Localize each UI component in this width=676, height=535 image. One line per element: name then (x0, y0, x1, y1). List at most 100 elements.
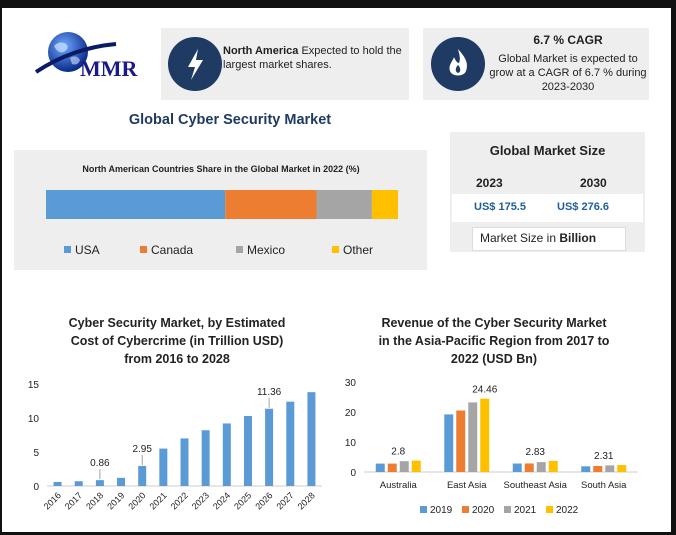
page-title: Global Cyber Security Market (128, 112, 332, 128)
cagr-desc: Global Market is expected to grow at a C… (489, 53, 647, 93)
apac-bar (593, 466, 603, 472)
share-chart-panel: North American Countries Share in the Gl… (14, 150, 427, 270)
market-size-year-1: 2023 (476, 176, 503, 190)
cost-bar (307, 392, 316, 486)
y-tick-label: 10 (28, 414, 40, 425)
globe-logo-icon (34, 32, 117, 74)
mmr-logo: MMR (32, 28, 154, 88)
cagr-card: 6.7 % CAGR Global Market is expected to … (423, 28, 649, 100)
legend-swatch (64, 246, 71, 253)
market-size-value-1: US$ 175.5 (474, 201, 526, 213)
market-size-year-2: 2030 (580, 176, 607, 190)
apac-bar (468, 402, 478, 472)
legend-label: Mexico (247, 243, 285, 257)
data-label: 2.31 (594, 451, 614, 462)
share-bar-segment (371, 190, 398, 219)
apac-bar (444, 414, 454, 472)
y-tick-label: 15 (28, 380, 40, 391)
legend-label: USA (75, 243, 100, 257)
x-tick-label: Australia (380, 480, 418, 491)
flame-icon (431, 37, 485, 91)
apac-bar (456, 410, 466, 472)
share-chart-title: North American Countries Share in the Gl… (82, 164, 359, 174)
legend-swatch (504, 506, 511, 513)
cost-chart-title: from 2016 to 2028 (124, 352, 230, 366)
x-tick-label: 2024 (211, 490, 232, 511)
share-bar-segment (225, 190, 317, 219)
market-size-note-box (472, 227, 626, 251)
x-tick-label: 2026 (253, 490, 274, 511)
cost-bar (159, 448, 168, 486)
legend-label: Canada (151, 243, 193, 257)
asia-pacific-revenue-chart: Revenue of the Cyber Security Market in t… (345, 316, 638, 516)
x-tick-label: 2018 (84, 490, 105, 511)
legend-swatch (420, 506, 427, 513)
logo-text: MMR (80, 56, 138, 81)
x-tick-label: 2027 (274, 490, 295, 511)
x-tick-label: 2016 (42, 490, 63, 511)
x-tick-label: 2023 (190, 490, 211, 511)
cost-chart-title: Cost of Cybercrime (in Trillion USD) (71, 334, 284, 348)
north-america-card: North America Expected to hold the large… (161, 28, 409, 100)
y-tick-label: 5 (33, 448, 39, 459)
legend-swatch (332, 246, 339, 253)
legend-swatch (546, 506, 553, 513)
x-tick-label: Southeast Asia (504, 480, 568, 491)
data-label: 2.83 (526, 447, 546, 458)
cost-bar (74, 481, 83, 486)
y-tick-label: 20 (345, 408, 357, 419)
infographic-frame: MMR North America Expected to hold the l… (2, 8, 671, 532)
cost-bar (286, 401, 295, 486)
cost-bar (95, 480, 104, 486)
market-size-panel: Global Market Size 2023 2030 US$ 175.5 U… (450, 132, 645, 252)
cost-bar (222, 423, 231, 486)
apac-bar (480, 398, 490, 472)
x-tick-label: 2022 (169, 490, 190, 511)
market-size-value-2: US$ 276.6 (557, 201, 609, 213)
y-tick-label: 10 (345, 438, 357, 449)
x-tick-label: South Asia (581, 480, 627, 491)
x-tick-label: East Asia (447, 480, 487, 491)
apac-chart-title: in the Asia-Pacific Region from 2017 to (379, 334, 610, 348)
legend-swatch (140, 246, 147, 253)
market-size-note: Market Size in Billion (480, 231, 596, 245)
cost-bar (243, 415, 252, 486)
cost-bar (53, 481, 62, 486)
share-chart: North American Countries Share in the Gl… (46, 164, 398, 257)
x-tick-label: 2019 (105, 490, 126, 511)
market-size-note-unit: Billion (559, 231, 597, 245)
share-bar-segment (46, 190, 226, 219)
x-tick-label: 2020 (126, 490, 147, 511)
data-label: 11.36 (257, 387, 282, 398)
north-america-desc: Expected to hold the largest market shar… (223, 45, 402, 71)
apac-bar (399, 461, 409, 472)
apac-bar (375, 463, 385, 472)
cost-bar (180, 438, 189, 486)
data-label: 2.8 (391, 447, 405, 458)
cost-bar (201, 430, 210, 486)
apac-bar (617, 465, 627, 472)
apac-bar (536, 462, 546, 472)
apac-bar (411, 460, 421, 472)
x-tick-label: 2021 (148, 490, 169, 511)
north-america-bold: North America (223, 45, 299, 57)
market-size-title: Global Market Size (489, 143, 606, 158)
legend-label: Other (343, 243, 373, 257)
x-tick-label: 2025 (232, 490, 253, 511)
data-label: 24.46 (472, 385, 497, 396)
data-label: 2.95 (132, 444, 152, 455)
x-tick-label: 2017 (63, 490, 84, 511)
legend-label: 2021 (514, 505, 537, 516)
apac-bar (548, 460, 558, 472)
cost-chart-title: Cyber Security Market, by Estimated (69, 316, 286, 330)
y-tick-label: 30 (345, 378, 357, 389)
legend-swatch (236, 246, 243, 253)
market-size-note-prefix: Market Size in (480, 231, 560, 245)
apac-bar (581, 466, 591, 472)
y-tick-label: 0 (33, 482, 39, 493)
data-label: 0.86 (90, 458, 110, 469)
cagr-title: 6.7 % CAGR (533, 33, 603, 47)
market-size-values-box (452, 194, 643, 222)
cost-bar (138, 465, 147, 486)
apac-bar (512, 463, 522, 472)
